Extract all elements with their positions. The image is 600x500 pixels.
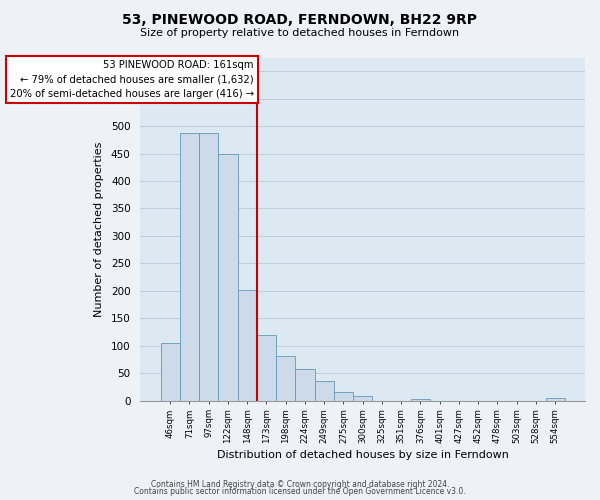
Text: Size of property relative to detached houses in Ferndown: Size of property relative to detached ho… [140,28,460,38]
Text: Contains public sector information licensed under the Open Government Licence v3: Contains public sector information licen… [134,487,466,496]
Bar [218,154,238,400]
Bar [161,343,180,400]
Text: 53, PINEWOOD ROAD, FERNDOWN, BH22 9RP: 53, PINEWOOD ROAD, FERNDOWN, BH22 9RP [122,12,478,26]
Bar [295,370,314,400]
Bar [314,382,334,400]
Bar [257,334,276,400]
Bar [199,133,218,400]
Y-axis label: Number of detached properties: Number of detached properties [94,142,104,316]
Bar [238,290,257,401]
Text: 53 PINEWOOD ROAD: 161sqm
← 79% of detached houses are smaller (1,632)
20% of sem: 53 PINEWOOD ROAD: 161sqm ← 79% of detach… [10,60,254,99]
Bar [180,133,199,400]
X-axis label: Distribution of detached houses by size in Ferndown: Distribution of detached houses by size … [217,450,509,460]
Bar [545,398,565,400]
Bar [276,356,295,401]
Bar [353,396,373,400]
Bar [334,392,353,400]
Text: Contains HM Land Registry data © Crown copyright and database right 2024.: Contains HM Land Registry data © Crown c… [151,480,449,489]
